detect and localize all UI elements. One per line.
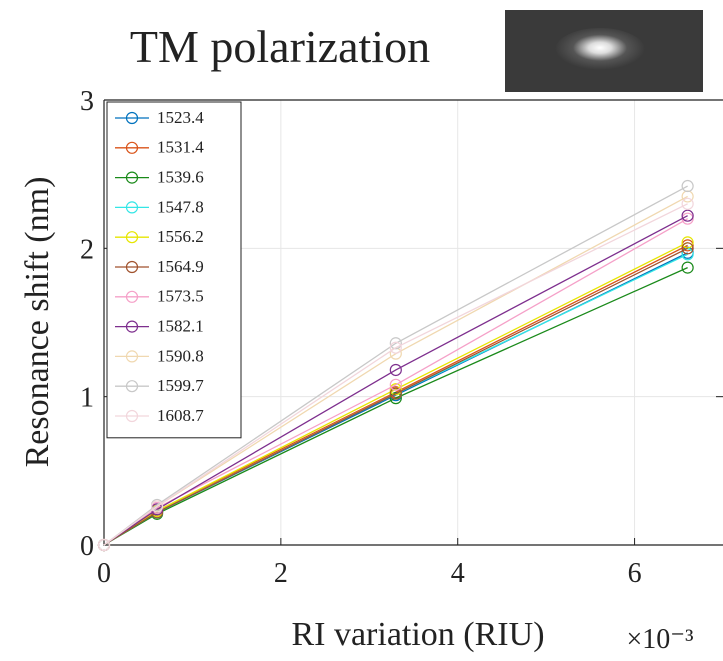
chart-title: TM polarization	[130, 21, 430, 72]
point	[681, 261, 694, 274]
point	[389, 363, 402, 377]
legend-marker	[125, 201, 139, 214]
legend-marker	[125, 141, 139, 154]
y-tick-label: 3	[80, 86, 94, 117]
point	[389, 341, 402, 354]
y-tick-label: 2	[80, 234, 94, 265]
point	[389, 387, 402, 400]
legend-label: 1523.4	[157, 108, 204, 127]
legend-label: 1599.7	[157, 376, 204, 395]
legend-marker	[125, 380, 139, 393]
series-line	[103, 247, 688, 546]
point	[681, 242, 694, 255]
x-tick-label: 0	[97, 558, 111, 589]
x-tick-label: 6	[628, 558, 642, 589]
point	[150, 500, 164, 513]
mode-spot	[555, 28, 645, 72]
legend-label: 1547.8	[157, 197, 204, 216]
legend-label: 1590.8	[157, 346, 204, 365]
x-tick-label: 2	[274, 558, 288, 589]
legend-label: 1582.1	[157, 317, 204, 336]
point	[681, 236, 694, 249]
legend-marker	[125, 409, 139, 423]
point	[389, 392, 402, 405]
legend-marker	[125, 171, 139, 184]
legend-box	[106, 101, 242, 439]
series-line	[103, 203, 688, 546]
point	[389, 337, 402, 350]
legend-label: 1608.7	[157, 406, 204, 425]
legend-label: 1564.9	[157, 257, 204, 276]
point	[389, 383, 402, 396]
y-axis-label: Resonance shift (nm)	[19, 177, 56, 468]
legend-marker	[125, 290, 139, 303]
legend-marker	[125, 231, 139, 244]
point	[681, 209, 694, 222]
y-tick-label: 0	[80, 531, 94, 562]
x-tick-label: 4	[451, 558, 465, 589]
series-line	[103, 215, 688, 546]
point	[681, 197, 694, 210]
legend-marker	[125, 350, 139, 363]
legend-marker	[125, 260, 139, 274]
legend-label: 1573.5	[157, 287, 204, 306]
legend-label: 1556.2	[157, 227, 204, 246]
legend-marker	[125, 320, 139, 333]
legend-label: 1531.4	[157, 138, 204, 157]
legend-label: 1539.6	[157, 168, 204, 187]
point	[681, 179, 694, 193]
legend-marker	[125, 111, 139, 125]
point	[389, 378, 402, 391]
point	[97, 538, 111, 552]
y-tick-label: 1	[80, 383, 94, 414]
x-scale-label: ×10⁻³	[627, 624, 694, 655]
point	[681, 190, 694, 203]
x-axis-label: RI variation (RIU)	[291, 616, 544, 653]
